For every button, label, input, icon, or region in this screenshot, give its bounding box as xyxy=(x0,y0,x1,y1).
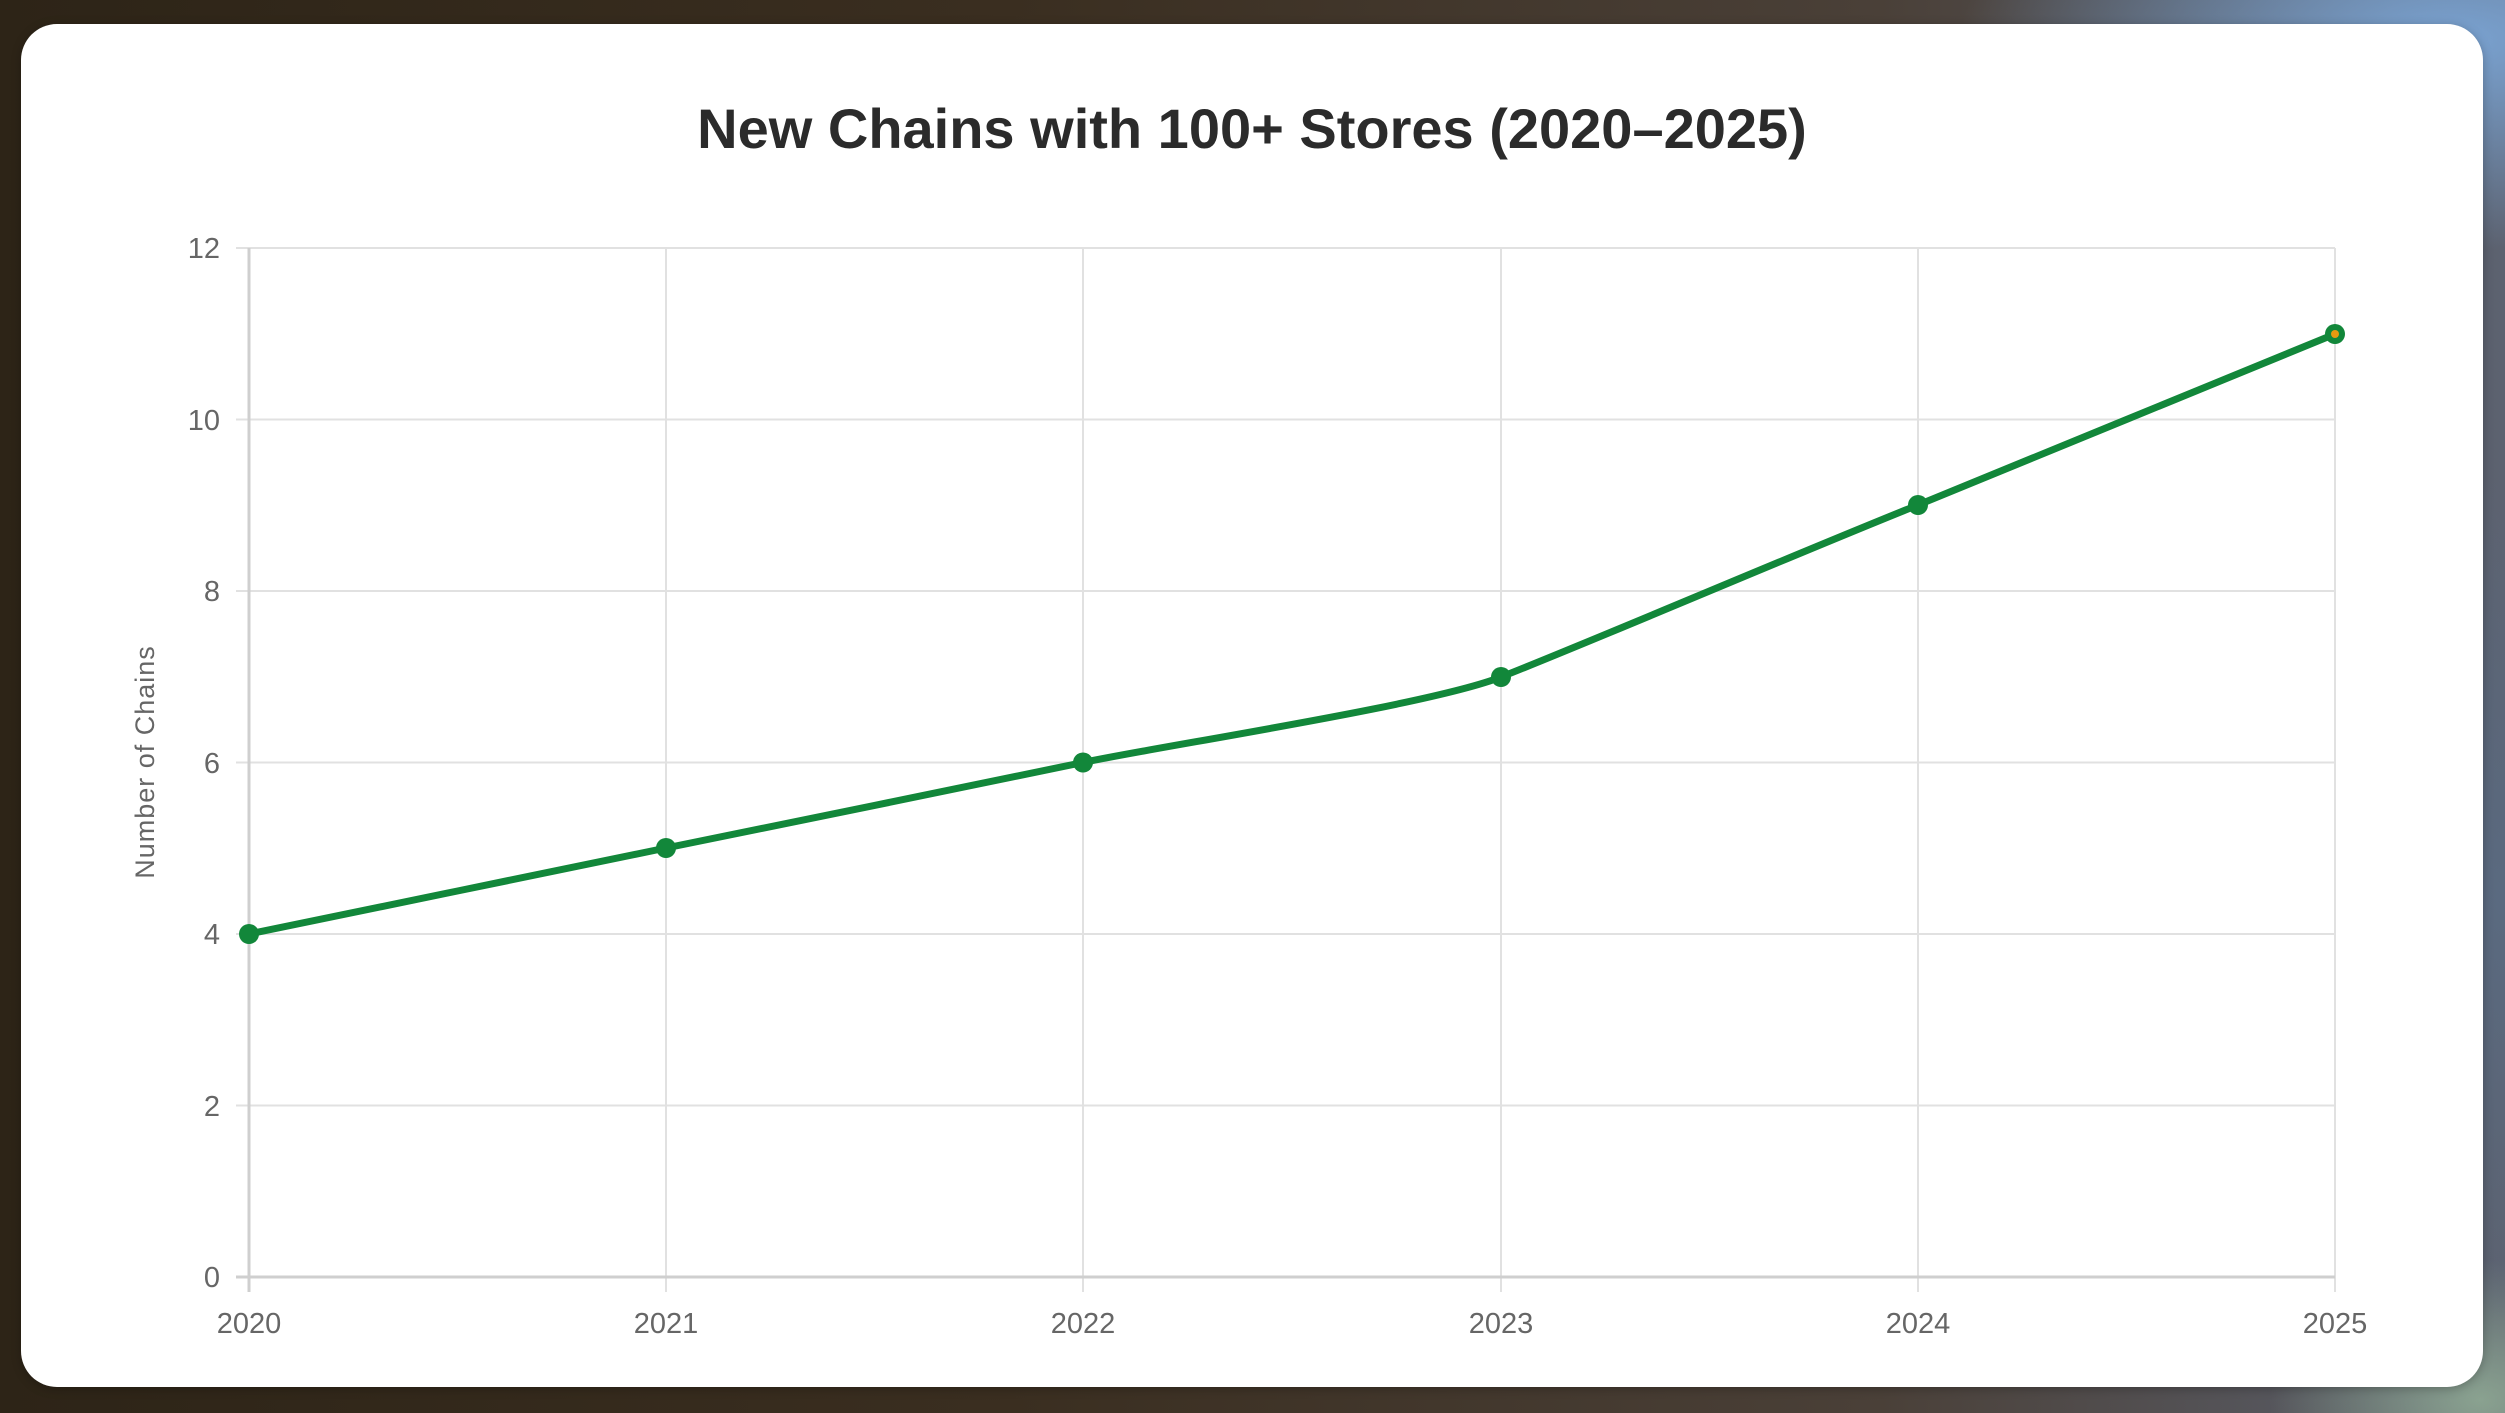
y-tick-label: 0 xyxy=(204,1262,220,1294)
x-tick-label: 2023 xyxy=(1469,1308,1534,1340)
y-tick-label: 4 xyxy=(204,919,220,951)
x-axis: 2020 2021 2022 2023 2024 2025 xyxy=(217,248,2368,1340)
y-tick-label: 2 xyxy=(204,1091,220,1123)
data-point-2021[interactable] xyxy=(656,838,676,858)
y-tick-label: 8 xyxy=(204,576,220,608)
x-tick-label: 2024 xyxy=(1886,1308,1951,1340)
y-tick-label: 6 xyxy=(204,748,220,780)
y-tick-label: 12 xyxy=(188,233,220,265)
series-points xyxy=(239,324,2345,944)
x-tick-label: 2022 xyxy=(1051,1308,1116,1340)
data-point-2020[interactable] xyxy=(239,924,259,944)
x-tick-label: 2020 xyxy=(217,1308,282,1340)
x-tick-label: 2025 xyxy=(2303,1308,2368,1340)
data-point-2022[interactable] xyxy=(1073,752,1093,773)
data-point-2023[interactable] xyxy=(1491,667,1511,687)
y-axis-title: Number of Chains xyxy=(130,645,160,879)
data-point-2024[interactable] xyxy=(1908,495,1928,515)
y-axis: 12 10 8 6 4 2 0 Number of Chains xyxy=(130,233,2335,1294)
hover-highlight-dot xyxy=(2331,330,2339,338)
y-tick-label: 10 xyxy=(188,405,220,437)
series-line xyxy=(245,330,2339,938)
x-tick-label: 2021 xyxy=(634,1308,699,1340)
chart-card xyxy=(21,24,2483,1387)
chart-title: New Chains with 100+ Stores (2020–2025) xyxy=(697,97,1807,160)
